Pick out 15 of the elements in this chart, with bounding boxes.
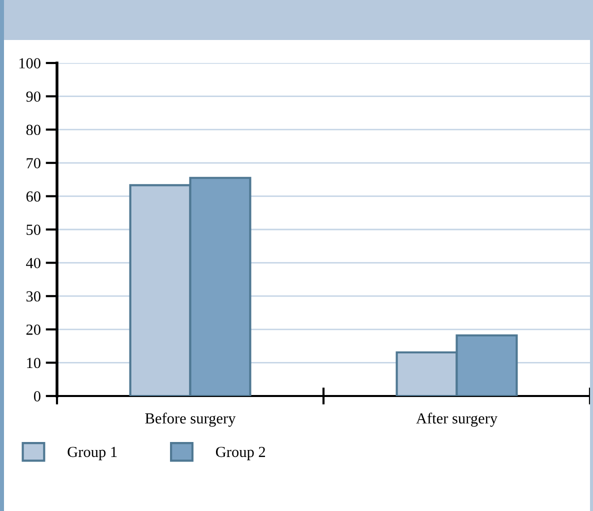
y-tick-label: 70	[26, 158, 40, 168]
y-tick-label: 0	[34, 391, 40, 402]
y-tick-label: 30	[26, 291, 40, 302]
y-tick-label: 80	[26, 124, 40, 136]
x-tick-label: After surgery	[416, 412, 498, 427]
y-tick-label: 40	[26, 258, 40, 268]
y-tick-label: 50	[26, 224, 40, 235]
legend-label: Group 2	[216, 446, 266, 460]
x-tick-label: Before surgery	[145, 412, 236, 427]
legend-label: Group 1	[68, 446, 117, 460]
y-tick-label: 90	[26, 91, 40, 102]
y-tick-label: 100	[19, 58, 40, 68]
y-tick-label: 60	[26, 191, 40, 202]
y-tick-label: 10	[27, 358, 40, 368]
y-tick-label: 20	[26, 324, 40, 335]
